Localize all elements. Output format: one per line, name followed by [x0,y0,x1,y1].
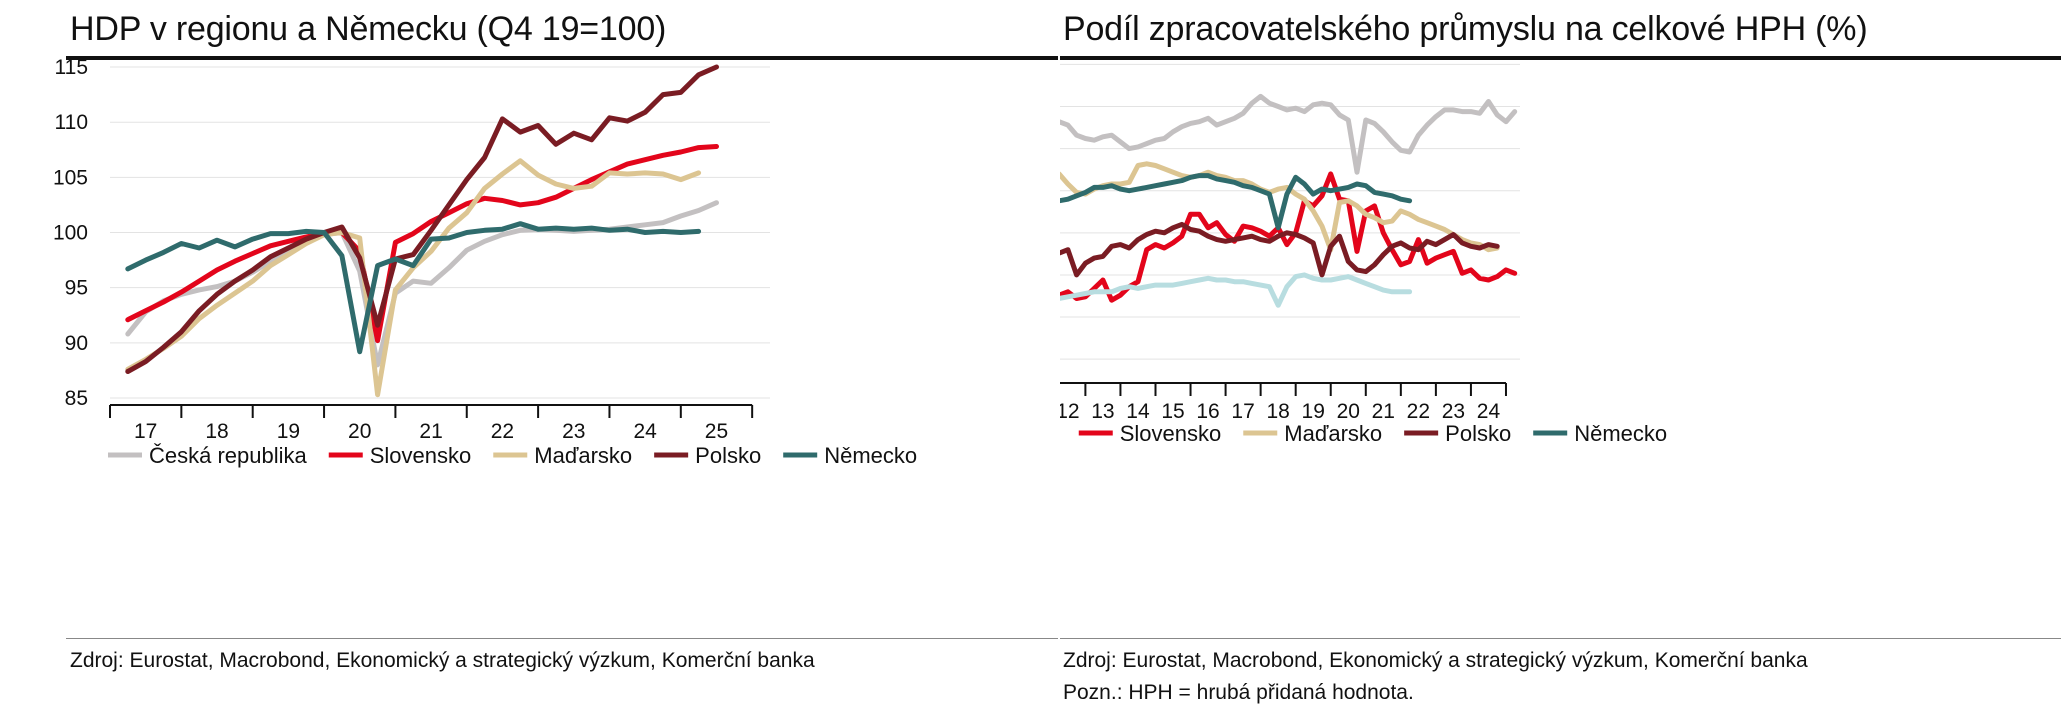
x-tick-label: 21 [1372,400,1395,423]
legend-label: Slovensko [370,443,472,468]
x-tick-label: 23 [1442,400,1465,423]
x-tick-label: 20 [1337,400,1360,423]
legend-label: Německo [1574,421,1667,446]
legend: Česká republika Slovensko Maďarsko Polsko Ně… [108,443,917,468]
series-line-slovensko [125,144,719,344]
x-tick-label: 22 [491,420,514,443]
x-tick-label: 13 [1091,400,1114,423]
legend-item-polsko: Polsko [1404,421,1511,446]
source-text: Zdroj: Eurostat, Macrobond, Ekonomický a… [1063,649,1808,672]
series-line-eurozona [1060,272,1413,308]
x-tick-label: 14 [1126,400,1150,423]
x-tick-label: 15 [1161,400,1184,423]
series-line-ceska-republika [1060,93,1518,175]
legend-label: Maďarsko [1284,421,1382,446]
x-tick-label: 18 [1266,400,1289,423]
right-chart-panel: Podíl zpracovatelského průmyslu na celko… [1060,0,2061,726]
title-rule [1060,56,2061,60]
legend-item-polsko: Polsko [654,443,761,468]
legend-item-madarsko: Maďarsko [1243,421,1382,446]
x-tick-label: 25 [705,420,728,443]
series-lines [125,64,719,398]
y-tick-label: 85 [65,387,88,410]
series-line-nemecko [125,221,702,355]
x-tick-label: 20 [348,420,371,443]
y-axis-ticks: 85 90 95 100 105 110 115 [53,56,88,410]
x-tick-label: 23 [562,420,585,443]
source-text: Zdroj: Eurostat, Macrobond, Ekonomický a… [70,649,815,672]
legend-item-slovensko: Slovensko [1078,421,1222,446]
series-line-slovensko [1060,171,1518,303]
x-tick-label: 18 [205,420,228,443]
source-rule [66,638,1058,639]
y-tick-label: 100 [53,222,88,245]
legend-label: Slovensko [1120,421,1222,446]
legend-item-nemecko: Německo [1533,421,1667,446]
x-tick-label: 21 [419,420,442,443]
y-tick-label: 95 [65,277,88,300]
x-tick-label: 19 [277,420,300,443]
x-axis: 17 18 19 20 21 22 23 24 25 [109,404,754,443]
x-tick-label: 19 [1302,400,1325,423]
legend-item-nemecko: Německo [783,443,917,468]
series-line-madarsko [125,158,702,398]
title-rule [66,56,1058,60]
manufacturing-share-line-chart: 12.515.017.520.022.525.027.530.005060708… [1060,63,1667,446]
series-lines [1060,93,1518,308]
chart-title: HDP v regionu a Německu (Q4 19=100) [70,10,667,48]
x-tick-label: 16 [1196,400,1219,423]
series-line-polsko [1060,221,1500,278]
legend-item-madarsko: Maďarsko [493,443,632,468]
y-tick-label: 110 [55,111,88,134]
x-tick-label: 17 [134,420,157,443]
series-line-polsko [125,64,719,374]
legend-item-ceska-republika: Česká republika [108,443,308,468]
note-text: Pozn.: HPH = hrubá přidaná hodnota. [1063,681,1414,704]
left-chart-panel: HDP v regionu a Německu (Q4 19=100) 85 90… [53,10,1058,672]
legend-label: Polsko [1445,421,1511,446]
x-tick-label: 24 [633,420,657,443]
series-line-nemecko [1060,173,1413,231]
x-axis: 0506070809101112131415161718192021222324 [1060,382,1507,423]
y-tick-label: 105 [53,166,88,189]
series-line-madarsko [1060,161,1500,253]
chart-title: Podíl zpracovatelského průmyslu na celko… [1063,10,1868,48]
y-tick-label: 115 [55,56,88,79]
legend-label: Německo [824,443,917,468]
legend: Česká republikaSlovenskoMaďarskoPolskoNě… [1078,421,1667,446]
source-rule [1060,638,2061,639]
x-tick-label: 24 [1477,400,1501,423]
legend-label: Česká republika [149,443,308,468]
legend-label: Maďarsko [534,443,632,468]
x-tick-label: 12 [1060,400,1080,423]
legend-item-slovensko: Slovensko [328,443,472,468]
legend-label: Polsko [695,443,761,468]
y-tick-label: 90 [65,332,88,355]
x-tick-label: 17 [1231,400,1254,423]
x-tick-label: 22 [1407,400,1430,423]
